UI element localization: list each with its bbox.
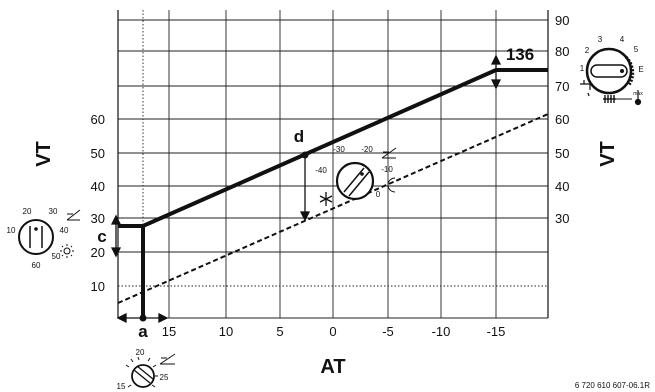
left-dial-tick: 50 [52, 252, 61, 261]
center-dial-tick: 0 [376, 190, 381, 199]
grid [118, 10, 548, 319]
marker-d: d [294, 127, 304, 146]
radiator-icon [603, 95, 616, 103]
left-tick: 40 [91, 179, 105, 194]
point-d-dot [301, 151, 309, 159]
center-dial-tick: -20 [361, 145, 373, 154]
left-dial-tick: 20 [23, 207, 32, 216]
center-dial-tick: -30 [333, 145, 345, 154]
left-tick: 30 [91, 211, 105, 226]
axes [117, 10, 549, 318]
bottom-tick: -5 [382, 324, 394, 339]
tap-icon [580, 80, 591, 97]
bottom-axis-label: AT [320, 356, 345, 378]
right-axis-label: VT [597, 141, 619, 167]
left-dial: 10 20 30 40 50 60 [7, 207, 81, 270]
right-tick: 30 [555, 211, 569, 226]
left-dial-knob [18, 219, 54, 255]
heating-curve [118, 68, 548, 228]
snowflake-icon [319, 192, 333, 206]
boiler-dial-tick: 2 [585, 46, 590, 55]
left-tick: 60 [91, 112, 105, 127]
bottom-tick: -10 [432, 324, 451, 339]
boiler-dial-tick: 4 [620, 35, 625, 44]
center-dial-tick: -40 [315, 166, 327, 175]
left-tick: 20 [91, 245, 105, 260]
right-tick: 70 [555, 79, 569, 94]
right-tick: 60 [555, 112, 569, 127]
bottom-tick: 0 [329, 324, 336, 339]
boiler-dial-tick: 1 [580, 64, 585, 73]
center-dial-tick: -10 [381, 165, 393, 174]
bottom-dial-tick: 25 [160, 373, 169, 382]
right-tick: 40 [555, 179, 569, 194]
boiler-dial: 1 2 3 4 5 E max [580, 35, 644, 106]
marker-c: c [97, 227, 106, 246]
boiler-dial-tick: 5 [634, 45, 639, 54]
heating-curve-icon [66, 209, 81, 221]
bottom-tick: 5 [276, 324, 283, 339]
left-tick: 50 [91, 146, 105, 161]
left-dial-tick: 60 [32, 261, 41, 270]
left-dial-tick: 10 [7, 226, 16, 235]
boiler-dial-tick: E [638, 65, 643, 74]
marker-a: a [138, 322, 148, 341]
shifted-curve [117, 113, 549, 304]
right-tick: 80 [555, 44, 569, 59]
max-limit-arrows [490, 54, 502, 90]
thermometer-icon [634, 90, 642, 106]
left-tick: 10 [91, 279, 105, 294]
bottom-tick: 15 [162, 324, 176, 339]
heating-curve-icon [381, 147, 397, 159]
bottom-dial-knob [131, 364, 155, 388]
figure-code: 6 720 610 607-06.1R [575, 381, 650, 390]
moon-icon [387, 177, 396, 193]
boiler-dial-tick: 3 [598, 35, 603, 44]
a-shift-arrows [116, 312, 169, 324]
center-dial: -40 -30 -20 -10 0 [315, 145, 397, 206]
left-dial-tick: 30 [49, 207, 58, 216]
bottom-tick: -15 [487, 324, 506, 339]
bottom-dial-tick: 20 [136, 348, 145, 357]
bottom-tick: 10 [219, 324, 233, 339]
left-axis-label: VT [33, 141, 55, 167]
right-tick: 90 [555, 13, 569, 28]
left-dial-tick: 40 [60, 226, 69, 235]
bottom-dial-tick: 15 [117, 382, 126, 391]
right-tick: 50 [555, 146, 569, 161]
heating-curve-icon [159, 353, 176, 365]
max-value-label: 136 [506, 45, 534, 64]
bottom-dial: 20 25 15 [117, 348, 176, 391]
c-shift-arrows [110, 214, 122, 258]
d-shift-arrow [299, 158, 311, 222]
sun-icon [60, 244, 74, 258]
center-dial-knob [335, 161, 375, 201]
